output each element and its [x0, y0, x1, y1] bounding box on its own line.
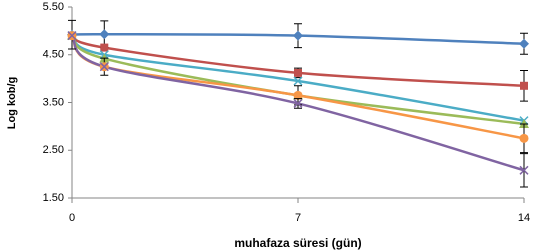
y-axis-title: Log kob/g — [6, 77, 18, 130]
marker — [67, 31, 77, 41]
marker — [100, 43, 109, 52]
marker — [519, 38, 529, 49]
marker — [99, 29, 110, 40]
y-tick-label: 3.50 — [43, 96, 64, 108]
x-axis-title: muhafaza süresi (gün) — [234, 236, 361, 250]
marker — [293, 90, 303, 100]
marker — [99, 62, 109, 72]
x-tick-label: 14 — [518, 212, 530, 224]
series-line — [70, 34, 525, 172]
series-line — [71, 32, 525, 46]
x-tick-label: 0 — [69, 212, 75, 224]
y-tick-label: 1.50 — [43, 192, 64, 204]
x-tick-label: 7 — [295, 212, 301, 224]
marker — [519, 133, 529, 143]
marker — [293, 30, 303, 41]
y-tick-label: 5.50 — [43, 1, 64, 13]
marker — [519, 165, 529, 175]
marker — [293, 76, 303, 86]
y-tick-label: 2.50 — [43, 144, 64, 156]
series-line — [71, 34, 525, 122]
series-line — [71, 34, 525, 88]
marker — [293, 98, 303, 108]
y-tick-label: 4.50 — [43, 49, 64, 61]
marker — [520, 81, 528, 90]
marker — [294, 68, 302, 77]
